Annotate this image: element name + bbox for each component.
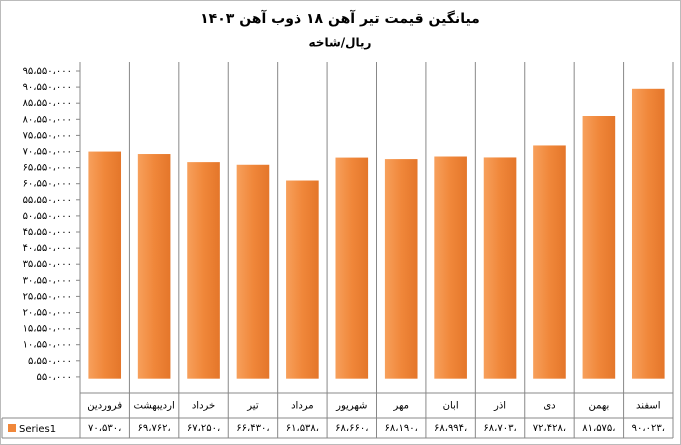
bar (335, 157, 369, 379)
y-tick-label: ۳۵،۵۵۰،۰۰۰ (23, 259, 72, 270)
x-tick-label: اسفند (636, 401, 660, 412)
value-label: ۸۱،۵۷۵، (582, 423, 615, 434)
y-tick-label: ۷۵،۵۵۰،۰۰۰ (23, 130, 72, 141)
x-tick-label: دی (543, 401, 555, 412)
y-tick-label: ۲۵،۵۵۰،۰۰۰ (23, 291, 72, 302)
y-tick-label: ۶۵،۵۵۰،۰۰۰ (23, 163, 72, 174)
y-tick-label: ۴۰،۵۵۰،۰۰۰ (23, 243, 72, 254)
value-label: ۶۱،۵۳۸، (286, 423, 319, 434)
y-tick-label: ۱۰،۵۵۰،۰۰۰ (23, 340, 72, 351)
bar (533, 145, 566, 379)
x-tick-label: مهر (392, 401, 408, 412)
bar (631, 88, 665, 379)
bar (483, 157, 517, 379)
bar (137, 154, 171, 379)
y-tick-label: ۱۵،۵۵۰،۰۰۰ (23, 324, 72, 335)
x-tick-label: اذر (493, 401, 506, 412)
chart-title: میانگین قیمت تیر آهن ۱۸ ذوب آهن ۱۴۰۳ (200, 9, 480, 27)
y-tick-label: ۵۵،۵۵۰،۰۰۰ (23, 195, 72, 206)
x-tick-label: خرداد (192, 401, 215, 412)
y-tick-label: ۷۰،۵۵۰،۰۰۰ (23, 147, 72, 158)
bar (384, 159, 418, 379)
bar (582, 115, 616, 379)
y-tick-label: ۲۰،۵۵۰،۰۰۰ (23, 308, 72, 319)
y-tick-label: ۳۰،۵۵۰،۰۰۰ (23, 275, 72, 286)
y-tick-label: ۹۵،۵۵۰،۰۰۰ (23, 66, 72, 77)
value-label: ۶۸،۶۶۰، (335, 423, 368, 434)
value-label: ۶۷،۲۵۰، (187, 423, 220, 434)
bar (88, 151, 122, 379)
value-label: ۹۰،۰۲۳، (632, 423, 665, 434)
legend-label: Series1 (19, 424, 56, 435)
y-tick-label: ۵۰،۵۵۰،۰۰۰ (23, 211, 72, 222)
y-tick-label: ۵۵۰،۰۰۰ (37, 372, 72, 383)
y-tick-label: ۶۰،۵۵۰،۰۰۰ (23, 179, 72, 190)
value-label: ۶۶،۴۳۰، (236, 423, 269, 434)
y-tick-label: ۵،۵۵۰،۰۰۰ (28, 356, 72, 367)
bar (286, 180, 319, 379)
bar (236, 164, 270, 379)
value-label: ۶۹،۷۶۲، (137, 423, 170, 434)
x-tick-label: شهریور (335, 401, 367, 412)
bar (187, 162, 220, 379)
value-label: ۶۸،۱۹۰، (385, 423, 418, 434)
y-tick-label: ۸۵،۵۵۰،۰۰۰ (23, 98, 72, 109)
x-tick-label: مرداد (291, 401, 314, 412)
y-tick-label: ۴۵،۵۵۰،۰۰۰ (23, 227, 72, 238)
y-tick-label: ۹۰،۵۵۰،۰۰۰ (23, 82, 72, 93)
x-tick-label: بهمن (588, 401, 609, 412)
value-label: ۷۰،۵۳۰، (88, 423, 121, 434)
value-label: ۶۸،۷۰۳، (483, 423, 516, 434)
chart-subtitle: ریال/شاخه (309, 36, 372, 50)
y-tick-label: ۸۰،۵۵۰،۰۰۰ (23, 114, 72, 125)
x-tick-label: اردیبهشت (134, 401, 175, 412)
bar (434, 156, 467, 379)
legend-key (8, 424, 16, 432)
value-label: ۷۲،۴۲۸، (533, 423, 566, 434)
value-label: ۶۸،۹۹۴، (434, 423, 467, 434)
x-tick-label: ابان (443, 401, 459, 412)
x-tick-label: تیر (246, 401, 259, 412)
x-tick-label: فروردین (87, 401, 122, 412)
